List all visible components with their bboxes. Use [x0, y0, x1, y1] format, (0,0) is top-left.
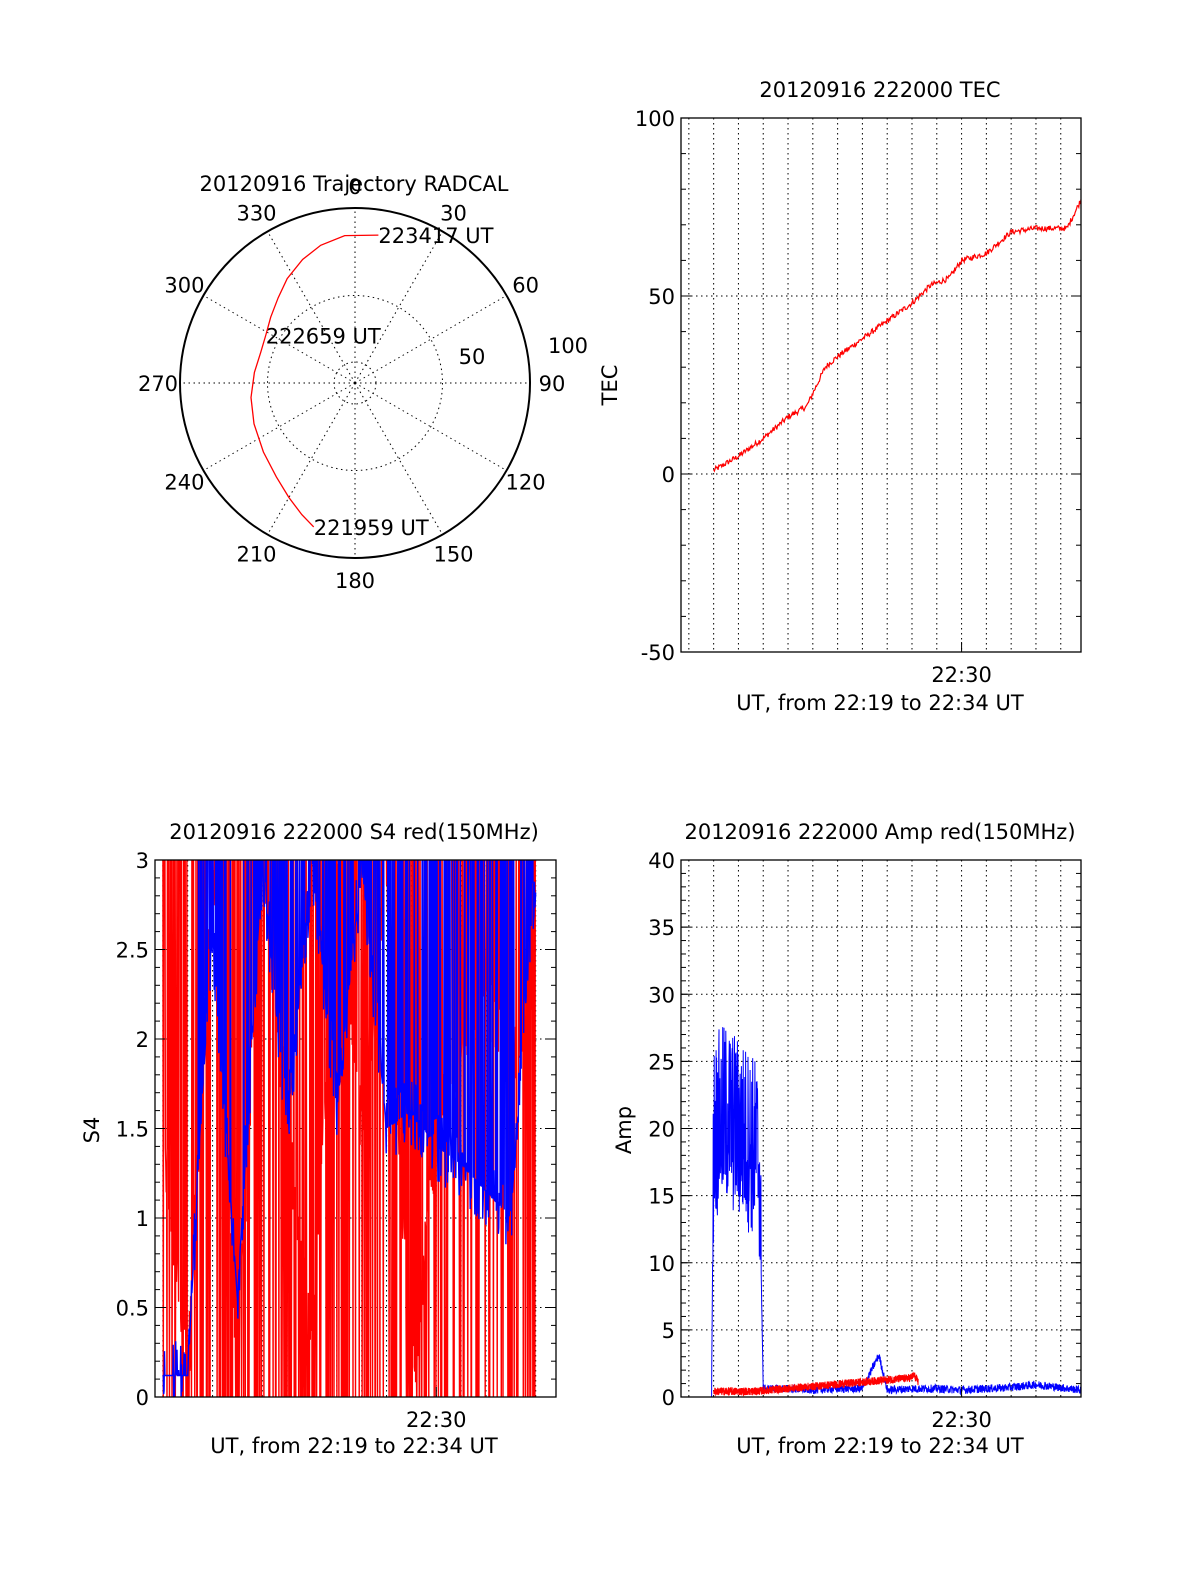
polar-spoke [354, 382, 443, 535]
s4-ytick-label: 1.5 [116, 1118, 149, 1142]
amp-ytick-label: 40 [648, 849, 675, 873]
azimuth-label: 150 [433, 543, 473, 567]
polar-spoke [354, 231, 443, 384]
azimuth-label: 30 [440, 201, 467, 225]
s4-panel: 20120916 222000 S4 red(150MHz) 3 2.5 2 1.5 1… [80, 820, 557, 1458]
s4-ytick-label: 2 [136, 1028, 149, 1052]
azimuth-label: 60 [512, 274, 539, 298]
s4-ytick-label: 2.5 [116, 939, 149, 963]
polar-labels: 0 30 60 90 120 150 180 210 240 270 300 330 50 100 2234… [138, 175, 588, 593]
trajectory-panel: 20120916 Trajectory RADCAL 0 30 60 90 120 150… [138, 172, 588, 593]
s4-series [162, 860, 537, 1397]
polar-spoke [203, 295, 356, 384]
s4-series-1 [162, 860, 537, 1397]
polar-grid [179, 207, 531, 559]
s4-frame [154, 859, 557, 1398]
trajectory-line [250, 234, 379, 528]
s4-ytick-label: 1 [136, 1207, 149, 1231]
polar-spoke [354, 295, 507, 384]
azimuth-label: 240 [164, 471, 204, 495]
amp-xtick-label: 22:30 [931, 1408, 992, 1432]
tec-panel: 20120916 222000 TEC 100 50 0 -50 22:30 UT, f… [598, 78, 1082, 715]
s4-xlabel: UT, from 22:19 to 22:34 UT [210, 1434, 498, 1458]
trajectory-series [250, 234, 379, 528]
radius-label: 100 [548, 334, 588, 358]
amp-frame [680, 859, 1082, 1398]
polar-spoke [267, 231, 356, 384]
polar-spoke [267, 382, 356, 535]
s4-ytick-label: 0 [136, 1386, 149, 1410]
tec-series [713, 199, 1081, 473]
amp-ytick-label: 30 [648, 983, 675, 1007]
amp-ytick-label: 10 [648, 1252, 675, 1276]
tec-ticks: 100 50 0 -50 22:30 [635, 107, 1082, 687]
amp-grid [681, 860, 1081, 1397]
amp-panel: 20120916 222000 Amp red(150MHz) 40 35 30 25… [612, 820, 1082, 1458]
s4-xtick-label: 22:30 [406, 1408, 467, 1432]
polar-ring-inner [267, 295, 443, 471]
tec-xtick-label: 22:30 [931, 663, 992, 687]
amp-ytick-label: 25 [648, 1050, 675, 1074]
tec-frame [680, 117, 1082, 653]
amp-ytick-label: 5 [662, 1319, 675, 1343]
tec-ytick-label: 0 [662, 463, 675, 487]
tec-xlabel: UT, from 22:19 to 22:34 UT [736, 691, 1024, 715]
polar-spoke [354, 382, 507, 471]
tec-grid [681, 118, 1081, 652]
azimuth-label: 270 [138, 372, 178, 396]
time-annotation: 223417 UT [378, 224, 493, 248]
radius-label: 50 [459, 345, 486, 369]
azimuth-label: 330 [236, 201, 276, 225]
amp-series-1 [713, 1371, 919, 1397]
tec-ylabel: TEC [598, 365, 622, 407]
amp-ylabel: Amp [612, 1106, 636, 1154]
azimuth-label: 300 [164, 274, 204, 298]
amp-ytick-label: 0 [662, 1386, 675, 1410]
amp-xlabel: UT, from 22:19 to 22:34 UT [736, 1434, 1024, 1458]
azimuth-label: 180 [335, 569, 375, 593]
azimuth-label: 90 [539, 372, 566, 396]
time-annotation: 221959 UT [314, 516, 429, 540]
amp-ticks: 40 35 30 25 20 15 10 5 0 22:30 [648, 849, 1082, 1432]
trajectory-title: 20120916 Trajectory RADCAL [200, 172, 509, 196]
s4-ylabel: S4 [80, 1117, 104, 1144]
azimuth-label: 0 [348, 175, 361, 199]
azimuth-label: 120 [506, 471, 546, 495]
amp-title: 20120916 222000 Amp red(150MHz) [684, 820, 1075, 844]
s4-ytick-label: 3 [136, 849, 149, 873]
tec-title: 20120916 222000 TEC [759, 78, 1000, 102]
s4-title: 20120916 222000 S4 red(150MHz) [169, 820, 539, 844]
horizon-ring [179, 207, 531, 559]
amp-series [711, 1027, 1081, 1397]
s4-ticks: 3 2.5 2 1.5 1 0.5 0 22:30 [116, 849, 557, 1432]
amp-ytick-label: 20 [648, 1118, 675, 1142]
time-annotation: 222659 UT [266, 325, 381, 349]
amp-ytick-label: 15 [648, 1185, 675, 1209]
tec-series-0 [713, 199, 1081, 473]
azimuth-label: 210 [236, 543, 276, 567]
tec-ytick-label: 100 [635, 107, 675, 131]
amp-ytick-label: 35 [648, 916, 675, 940]
polar-spoke [203, 382, 356, 471]
tec-ytick-label: -50 [641, 641, 675, 665]
s4-ytick-label: 0.5 [116, 1297, 149, 1321]
tec-ytick-label: 50 [648, 285, 675, 309]
